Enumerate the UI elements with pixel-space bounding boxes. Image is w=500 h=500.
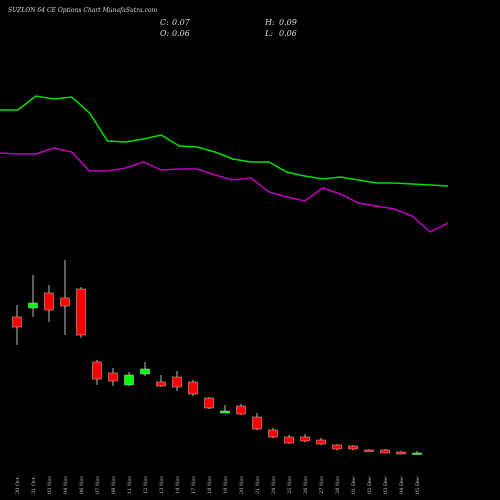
x-tick-label: 18 Nov <box>207 476 213 494</box>
x-tick-label: 05 Dec <box>415 476 421 494</box>
x-tick-label: 08 Nov <box>111 476 117 494</box>
line <box>0 95 449 187</box>
candle-body <box>236 405 246 415</box>
x-tick-label: 02 Dec <box>367 476 373 494</box>
candle-body <box>28 302 38 309</box>
x-tick-label: 04 Nov <box>63 476 69 494</box>
x-tick-label: 06 Nov <box>79 476 85 494</box>
x-tick-label: 07 Nov <box>95 476 101 494</box>
candle-body <box>44 292 54 311</box>
x-tick-label: 04 Dec <box>399 476 405 494</box>
candle-body <box>76 288 86 336</box>
ohlc-label: L: <box>264 29 273 38</box>
x-tick-label: 12 Nov <box>143 476 149 494</box>
x-tick-label: 21 Nov <box>255 476 261 494</box>
candle-body <box>172 376 182 388</box>
ohlc-label: C: <box>160 18 169 27</box>
x-tick-label: 11 Nov <box>127 476 133 494</box>
ohlc-label: O: <box>160 29 170 38</box>
candle-body <box>156 381 166 387</box>
candle-body <box>108 372 118 382</box>
ohlc-value: 0.06 <box>172 29 190 38</box>
candle-body <box>204 397 214 409</box>
x-tick-label: 26 Nov <box>303 476 309 494</box>
candle-body <box>12 316 22 328</box>
candle-body <box>188 381 198 395</box>
candle-body <box>396 451 406 455</box>
x-tick-label: 25 Nov <box>287 476 293 494</box>
candle-body <box>364 449 374 452</box>
ohlc-value: 0.06 <box>279 29 297 38</box>
x-tick-label: 28 Nov <box>335 476 341 494</box>
x-tick-label: 19 Nov <box>223 476 229 494</box>
candle-body <box>412 452 422 455</box>
candle-body <box>220 410 230 414</box>
x-tick-label: 20 Nov <box>239 476 245 494</box>
candle-body <box>92 361 102 380</box>
candle-body <box>124 374 134 386</box>
ohlc-label: H: <box>264 18 275 27</box>
candle-body <box>316 439 326 445</box>
ohlc-value: 0.09 <box>279 18 297 27</box>
x-tick-label: 13 Nov <box>159 476 165 494</box>
candle-body <box>380 449 390 454</box>
candle-body <box>268 429 278 438</box>
x-tick-label: 03 Nov <box>47 476 53 494</box>
x-tick-label: 30 Oct <box>15 477 21 494</box>
candle-body <box>284 436 294 444</box>
chart-title: SUZLON 64 CE Options Chart MunafaSutra.c… <box>8 7 158 14</box>
x-tick-label: 31 Oct <box>31 477 37 494</box>
x-tick-label: 17 Nov <box>191 476 197 494</box>
candle-body <box>252 416 262 430</box>
candle-body <box>60 297 70 307</box>
x-tick-label: 27 Nov <box>319 476 325 494</box>
candle-body <box>140 368 150 375</box>
candle-body <box>332 444 342 450</box>
line <box>0 147 449 233</box>
candle-body <box>348 445 358 450</box>
x-tick-label: 03 Dec <box>383 476 389 494</box>
candle-body <box>300 436 310 442</box>
ohlc-value: 0.07 <box>172 18 191 27</box>
x-tick-label: 01 Dec <box>351 476 357 494</box>
x-tick-label: 14 Nov <box>175 476 181 494</box>
x-tick-label: 24 Nov <box>271 476 277 494</box>
